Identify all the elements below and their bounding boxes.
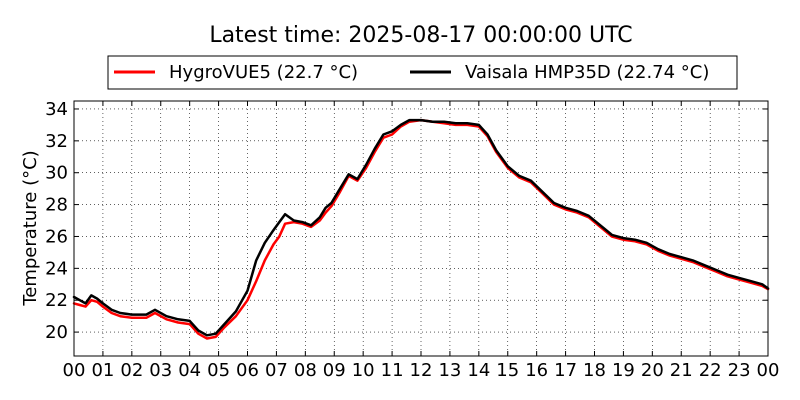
x-tick-label: 15: [496, 360, 519, 381]
x-tick-label: 19: [612, 360, 635, 381]
series-lines: [72, 118, 770, 340]
axis-ticks: 00 01 02 03 04 05 06 07 08 09 10 11 12 13 14 15 16 17 18 19…: [45, 99, 779, 381]
x-tick-label: 00: [757, 360, 780, 381]
x-tick-label: 14: [467, 360, 490, 381]
legend: HygroVUE5 (22.7 °C) Vaisala HMP35D (22.7…: [107, 55, 738, 90]
x-tick-label: 18: [583, 360, 606, 381]
x-tick-label: 09: [323, 360, 346, 381]
x-tick-label: 06: [236, 360, 259, 381]
x-tick-label: 04: [178, 360, 201, 381]
x-tick-label: 22: [699, 360, 722, 381]
y-axis-label: Temperature (°C): [20, 150, 41, 306]
y-tick-label: 28: [45, 195, 68, 216]
x-tick-label: 10: [352, 360, 375, 381]
y-tick-label: 30: [45, 163, 68, 184]
y-tick-label: 20: [45, 322, 68, 343]
x-tick-label: 00: [63, 360, 86, 381]
legend-label-hygrovue5: HygroVUE5 (22.7 °C): [169, 62, 358, 83]
x-tick-label: 17: [554, 360, 577, 381]
x-tick-label: 20: [641, 360, 664, 381]
y-tick-label: 34: [45, 99, 68, 120]
x-tick-label: 12: [410, 360, 433, 381]
series-line-vaisala: [72, 118, 770, 337]
x-tick-label: 11: [381, 360, 404, 381]
grid: [73, 101, 769, 356]
x-tick-label: 21: [670, 360, 693, 381]
x-tick-label: 08: [294, 360, 317, 381]
y-tick-label: 32: [45, 131, 68, 152]
legend-label-vaisala: Vaisala HMP35D (22.74 °C): [465, 62, 709, 83]
chart-title: Latest time: 2025-08-17 00:00:00 UTC: [209, 23, 632, 48]
x-tick-label: 02: [120, 360, 143, 381]
x-tick-label: 01: [91, 360, 114, 381]
y-tick-label: 26: [45, 226, 68, 247]
x-tick-label: 16: [525, 360, 548, 381]
x-tick-label: 13: [438, 360, 461, 381]
x-tick-label: 23: [728, 360, 751, 381]
x-tick-label: 05: [207, 360, 230, 381]
x-tick-label: 07: [265, 360, 288, 381]
y-tick-label: 22: [45, 290, 68, 311]
y-tick-label: 24: [45, 258, 68, 279]
series-line-hygrovue5: [72, 118, 770, 340]
x-tick-label: 03: [149, 360, 172, 381]
